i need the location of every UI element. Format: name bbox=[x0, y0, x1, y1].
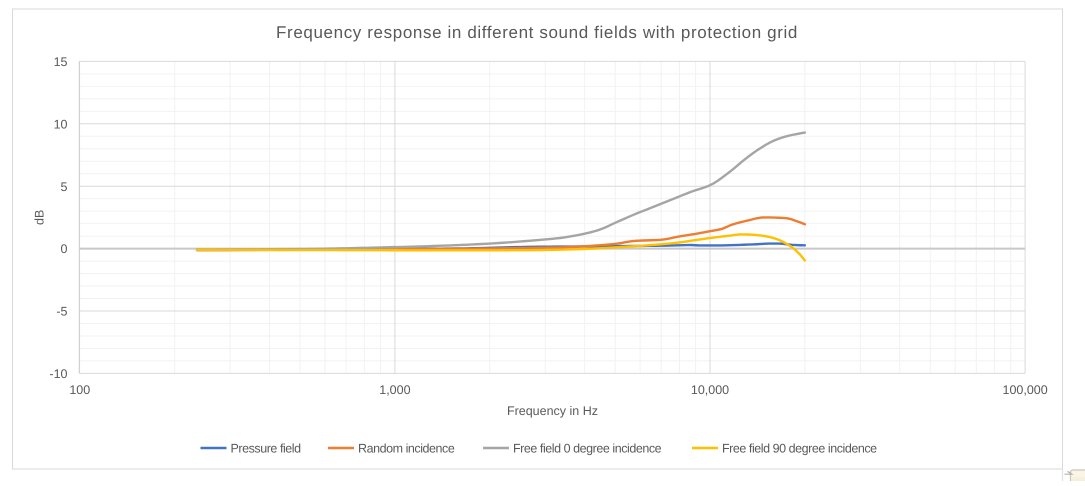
svg-text:15: 15 bbox=[54, 55, 68, 69]
svg-text:100: 100 bbox=[69, 383, 90, 397]
svg-text:Frequency in Hz: Frequency in Hz bbox=[507, 404, 598, 418]
svg-text:-10: -10 bbox=[49, 367, 67, 381]
svg-text:Pressure field: Pressure field bbox=[231, 441, 302, 455]
svg-text:-5: -5 bbox=[56, 305, 67, 319]
svg-text:100,000: 100,000 bbox=[1003, 383, 1048, 397]
svg-text:Random incidence: Random incidence bbox=[358, 441, 455, 455]
svg-text:1,000: 1,000 bbox=[379, 383, 410, 397]
svg-text:dB: dB bbox=[33, 210, 47, 225]
svg-text:10,000: 10,000 bbox=[691, 383, 729, 397]
svg-text:5: 5 bbox=[61, 180, 68, 194]
svg-text:Free field 0 degree incidence: Free field 0 degree incidence bbox=[513, 441, 662, 455]
svg-text:0: 0 bbox=[61, 242, 68, 256]
svg-text:Free field 90 degree incidence: Free field 90 degree incidence bbox=[722, 441, 877, 455]
svg-text:Frequency response in differen: Frequency response in different sound fi… bbox=[276, 23, 798, 42]
svg-text:10: 10 bbox=[54, 117, 68, 131]
